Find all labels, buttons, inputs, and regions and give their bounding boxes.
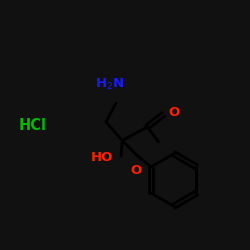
Text: O: O <box>130 164 142 177</box>
Text: HO: HO <box>91 151 114 164</box>
Text: H$_2$N: H$_2$N <box>95 77 124 92</box>
Text: O: O <box>168 106 179 119</box>
Text: HCl: HCl <box>18 118 46 132</box>
